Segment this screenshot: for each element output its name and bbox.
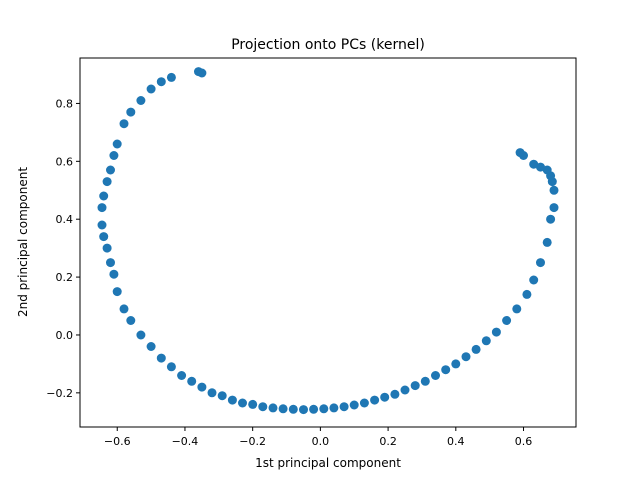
data-point [126,107,136,117]
data-point [197,68,207,78]
data-point [136,330,146,340]
data-point [319,404,329,414]
data-point [370,395,380,405]
y-tick-label: 0.6 [56,155,74,168]
data-point [481,336,491,346]
data-point [451,359,461,369]
data-point [109,151,119,160]
data-point [136,96,146,105]
data-point [536,258,545,268]
data-point [102,243,112,253]
data-point [461,352,471,362]
data-point [166,362,176,372]
y-tick-label: 0.2 [56,271,74,284]
data-point [166,72,176,82]
data-point [549,203,559,213]
data-point [97,203,107,213]
x-axis-label: 1st principal component [255,456,401,470]
x-tick-label: −0.2 [239,435,266,448]
data-point [288,404,298,414]
data-point [156,353,166,363]
data-point [106,165,115,175]
data-point [106,258,115,268]
data-point [99,191,109,201]
data-point [97,220,107,230]
data-point [329,403,339,413]
y-tick-label: 0.4 [56,213,74,226]
data-point [536,162,545,172]
chart-title: Projection onto PCs (kernel) [231,37,425,53]
data-point [512,304,522,314]
axis-ticks: −0.6 −0.4 −0.2 0.0 0.2 0.4 0.6 −0.2 0.0 0.2 0.4 0.6… [46,97,532,448]
data-point [339,402,349,412]
data-point [441,365,451,375]
data-point [119,304,129,314]
data-point [248,399,258,409]
x-tick-label: 0.2 [379,435,397,448]
data-point [187,376,197,386]
data-point [217,391,227,401]
y-axis-label: 2nd principal component [16,167,30,317]
data-point [268,403,278,413]
x-tick-label: 0.4 [447,435,465,448]
data-point [400,385,410,395]
data-point [197,382,207,392]
data-point [146,84,156,94]
y-tick-label: 0.8 [56,97,74,110]
data-point [549,185,559,195]
data-point [119,119,129,129]
data-point [112,287,122,297]
data-point [546,214,556,224]
data-point [542,237,552,247]
data-point [278,404,288,414]
data-point [156,77,166,87]
data-point [502,316,512,325]
plot-frame [79,57,577,428]
data-point [227,395,237,405]
x-tick-label: 0.6 [515,435,533,448]
data-point [380,392,390,402]
y-tick-label: −0.2 [46,387,73,400]
data-point [102,177,112,187]
data-point [491,327,501,337]
data-point [309,404,319,414]
data-points [97,67,559,415]
data-point [529,275,539,285]
data-point [471,344,481,354]
data-point [207,388,217,398]
data-point [146,342,156,351]
x-tick-label: −0.4 [172,435,199,448]
data-point [420,376,430,386]
data-point [126,316,136,325]
data-point [258,402,268,412]
data-point [529,159,539,169]
data-point [112,139,122,149]
data-point [522,289,532,299]
data-point [99,232,109,242]
data-point [349,400,359,410]
x-tick-label: 0.0 [312,435,330,448]
y-tick-label: 0.0 [56,329,74,342]
data-point [359,398,369,408]
data-point [515,148,525,158]
data-point [390,389,400,399]
data-point [431,371,440,380]
data-point [299,405,308,415]
data-point [238,398,247,408]
data-point [109,269,119,279]
x-tick-label: −0.6 [104,435,131,448]
data-point [177,371,187,380]
data-point [410,381,420,391]
